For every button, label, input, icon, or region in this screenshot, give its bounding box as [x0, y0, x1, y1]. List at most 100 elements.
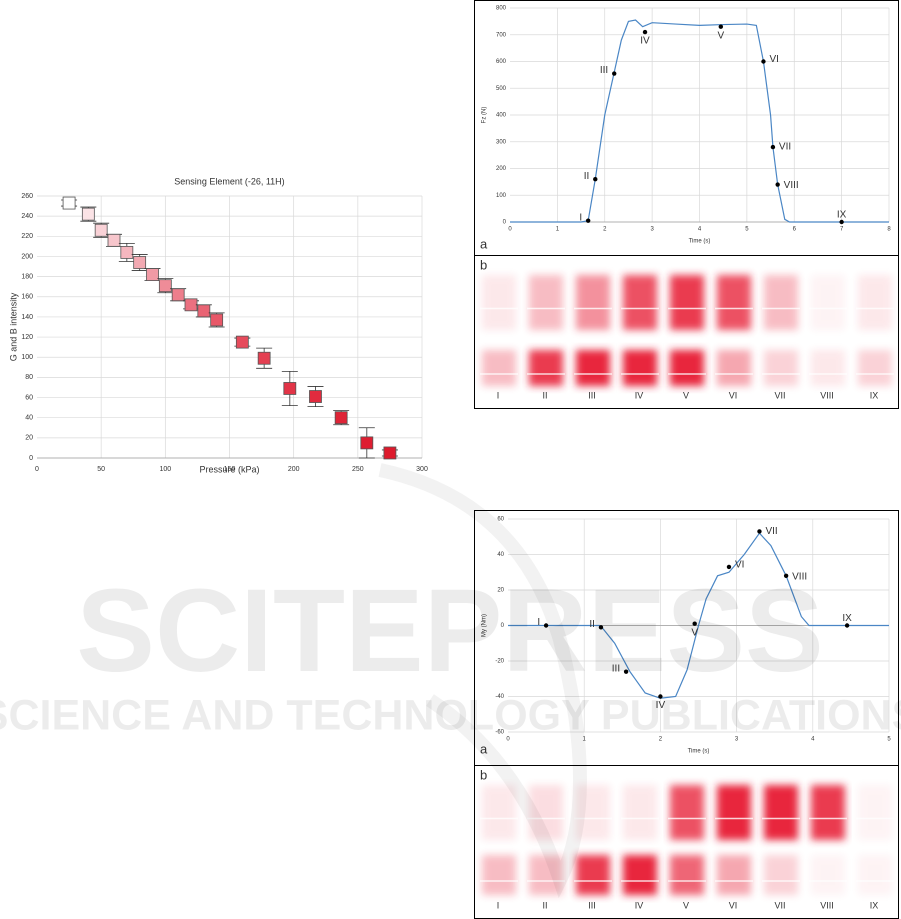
point — [184, 298, 198, 312]
x-tick-label: 1 — [556, 227, 560, 233]
x-tick-label: 3 — [735, 737, 739, 743]
x-axis-label: Time (s) — [688, 749, 710, 755]
heatmap-blob — [576, 855, 610, 895]
marker — [585, 218, 591, 223]
point — [257, 351, 271, 365]
y-tick-label: 120 — [21, 334, 33, 341]
marker — [612, 71, 617, 76]
heatmap-blob — [482, 855, 516, 895]
marker — [726, 564, 732, 570]
heatmap-blob — [529, 855, 563, 895]
point — [197, 304, 211, 318]
marker — [598, 625, 604, 630]
point — [133, 256, 147, 269]
y-tick-label: 180 — [21, 273, 33, 280]
y-tick-label: 80 — [25, 374, 33, 381]
y-tick-label: 260 — [21, 193, 33, 200]
x-axis-label: Time (s) — [689, 239, 711, 245]
marker — [839, 219, 844, 225]
y-tick-label: 40 — [25, 415, 33, 422]
point — [360, 436, 374, 450]
y-tick-label: 100 — [21, 354, 33, 361]
y-tick-label: 240 — [21, 213, 33, 220]
y-tick-label: 160 — [21, 294, 33, 301]
y-tick-label: -60 — [495, 730, 504, 736]
marker — [775, 182, 780, 187]
strip-label: III — [588, 900, 596, 910]
y-tick-label: 300 — [496, 139, 507, 145]
heatmap-blob — [811, 855, 845, 895]
point — [107, 233, 121, 247]
marker-label: IX — [837, 210, 847, 221]
marker-label: III — [600, 65, 608, 76]
heatmap-blob — [764, 350, 798, 386]
strip-label: IV — [635, 390, 644, 400]
strip-label: V — [683, 900, 689, 910]
line — [510, 19, 889, 223]
point — [309, 390, 322, 403]
strip-label: IV — [635, 900, 644, 910]
heatmap-blob — [764, 275, 798, 330]
y-tick-label: 600 — [496, 59, 507, 65]
marker-label: III — [612, 663, 620, 674]
heatmap-blob — [623, 785, 657, 840]
y-tick-label: 20 — [25, 435, 33, 442]
marker — [692, 621, 697, 626]
marker — [757, 529, 762, 534]
line — [508, 532, 889, 699]
marker-label: VII — [779, 142, 791, 153]
strip-label: I — [497, 390, 500, 400]
marker-label: IX — [842, 613, 852, 624]
marker — [642, 29, 648, 35]
marker-label: IV — [640, 36, 650, 47]
panel-label: a — [480, 741, 488, 756]
panel-label: b — [480, 257, 487, 272]
strip-label: V — [683, 390, 689, 400]
y-tick-label: -40 — [495, 694, 504, 700]
strip-label: VII — [774, 900, 785, 910]
strip-label: VII — [774, 390, 785, 400]
marker — [543, 623, 549, 628]
marker-label: I — [579, 212, 582, 223]
x-axis-label: Pressure (kPa) — [199, 464, 259, 474]
y-tick-label: 100 — [496, 193, 507, 199]
strip-label: IX — [870, 900, 879, 910]
y-axis-label: G and B intensity — [8, 292, 18, 361]
marker-label: II — [589, 619, 595, 630]
marker-label: V — [717, 30, 724, 41]
x-tick-label: 4 — [811, 737, 815, 743]
x-tick-label: 2 — [659, 737, 663, 743]
heatmap-blob — [764, 855, 798, 895]
x-tick-label: 100 — [159, 466, 171, 473]
watermark-subtitle: SCIENCE AND TECHNOLOGY PUBLICATIONS — [0, 691, 901, 739]
panel-label: b — [480, 767, 487, 782]
point — [62, 196, 76, 210]
y-tick-label: 0 — [29, 455, 33, 462]
marker-label: VII — [765, 526, 777, 537]
point — [210, 313, 224, 327]
point — [171, 288, 185, 302]
point — [283, 382, 297, 395]
x-tick-label: 5 — [745, 227, 749, 233]
heatmap-blob — [576, 350, 610, 386]
x-tick-label: 150 — [224, 466, 236, 473]
strip-label: I — [497, 900, 500, 910]
point — [383, 446, 397, 460]
marker-label: VIII — [784, 180, 799, 191]
marker — [844, 623, 850, 628]
x-tick-label: 200 — [288, 466, 300, 473]
marker — [761, 59, 766, 64]
x-tick-label: 0 — [35, 466, 39, 473]
marker-label: IV — [656, 700, 666, 711]
point — [158, 279, 172, 293]
marker — [770, 144, 776, 150]
watermark: SCITEPRESS SCIENCE AND TECHNOLOGY PUBLIC… — [0, 463, 901, 899]
figure-frame — [474, 0, 899, 409]
heatmap-blob — [670, 785, 704, 840]
strip-label: III — [588, 390, 596, 400]
marker — [718, 24, 724, 29]
x-tick-label: 5 — [887, 737, 891, 743]
x-tick-label: 2 — [603, 227, 607, 233]
x-tick-label: 0 — [508, 227, 512, 233]
heatmap-blob — [811, 275, 845, 330]
